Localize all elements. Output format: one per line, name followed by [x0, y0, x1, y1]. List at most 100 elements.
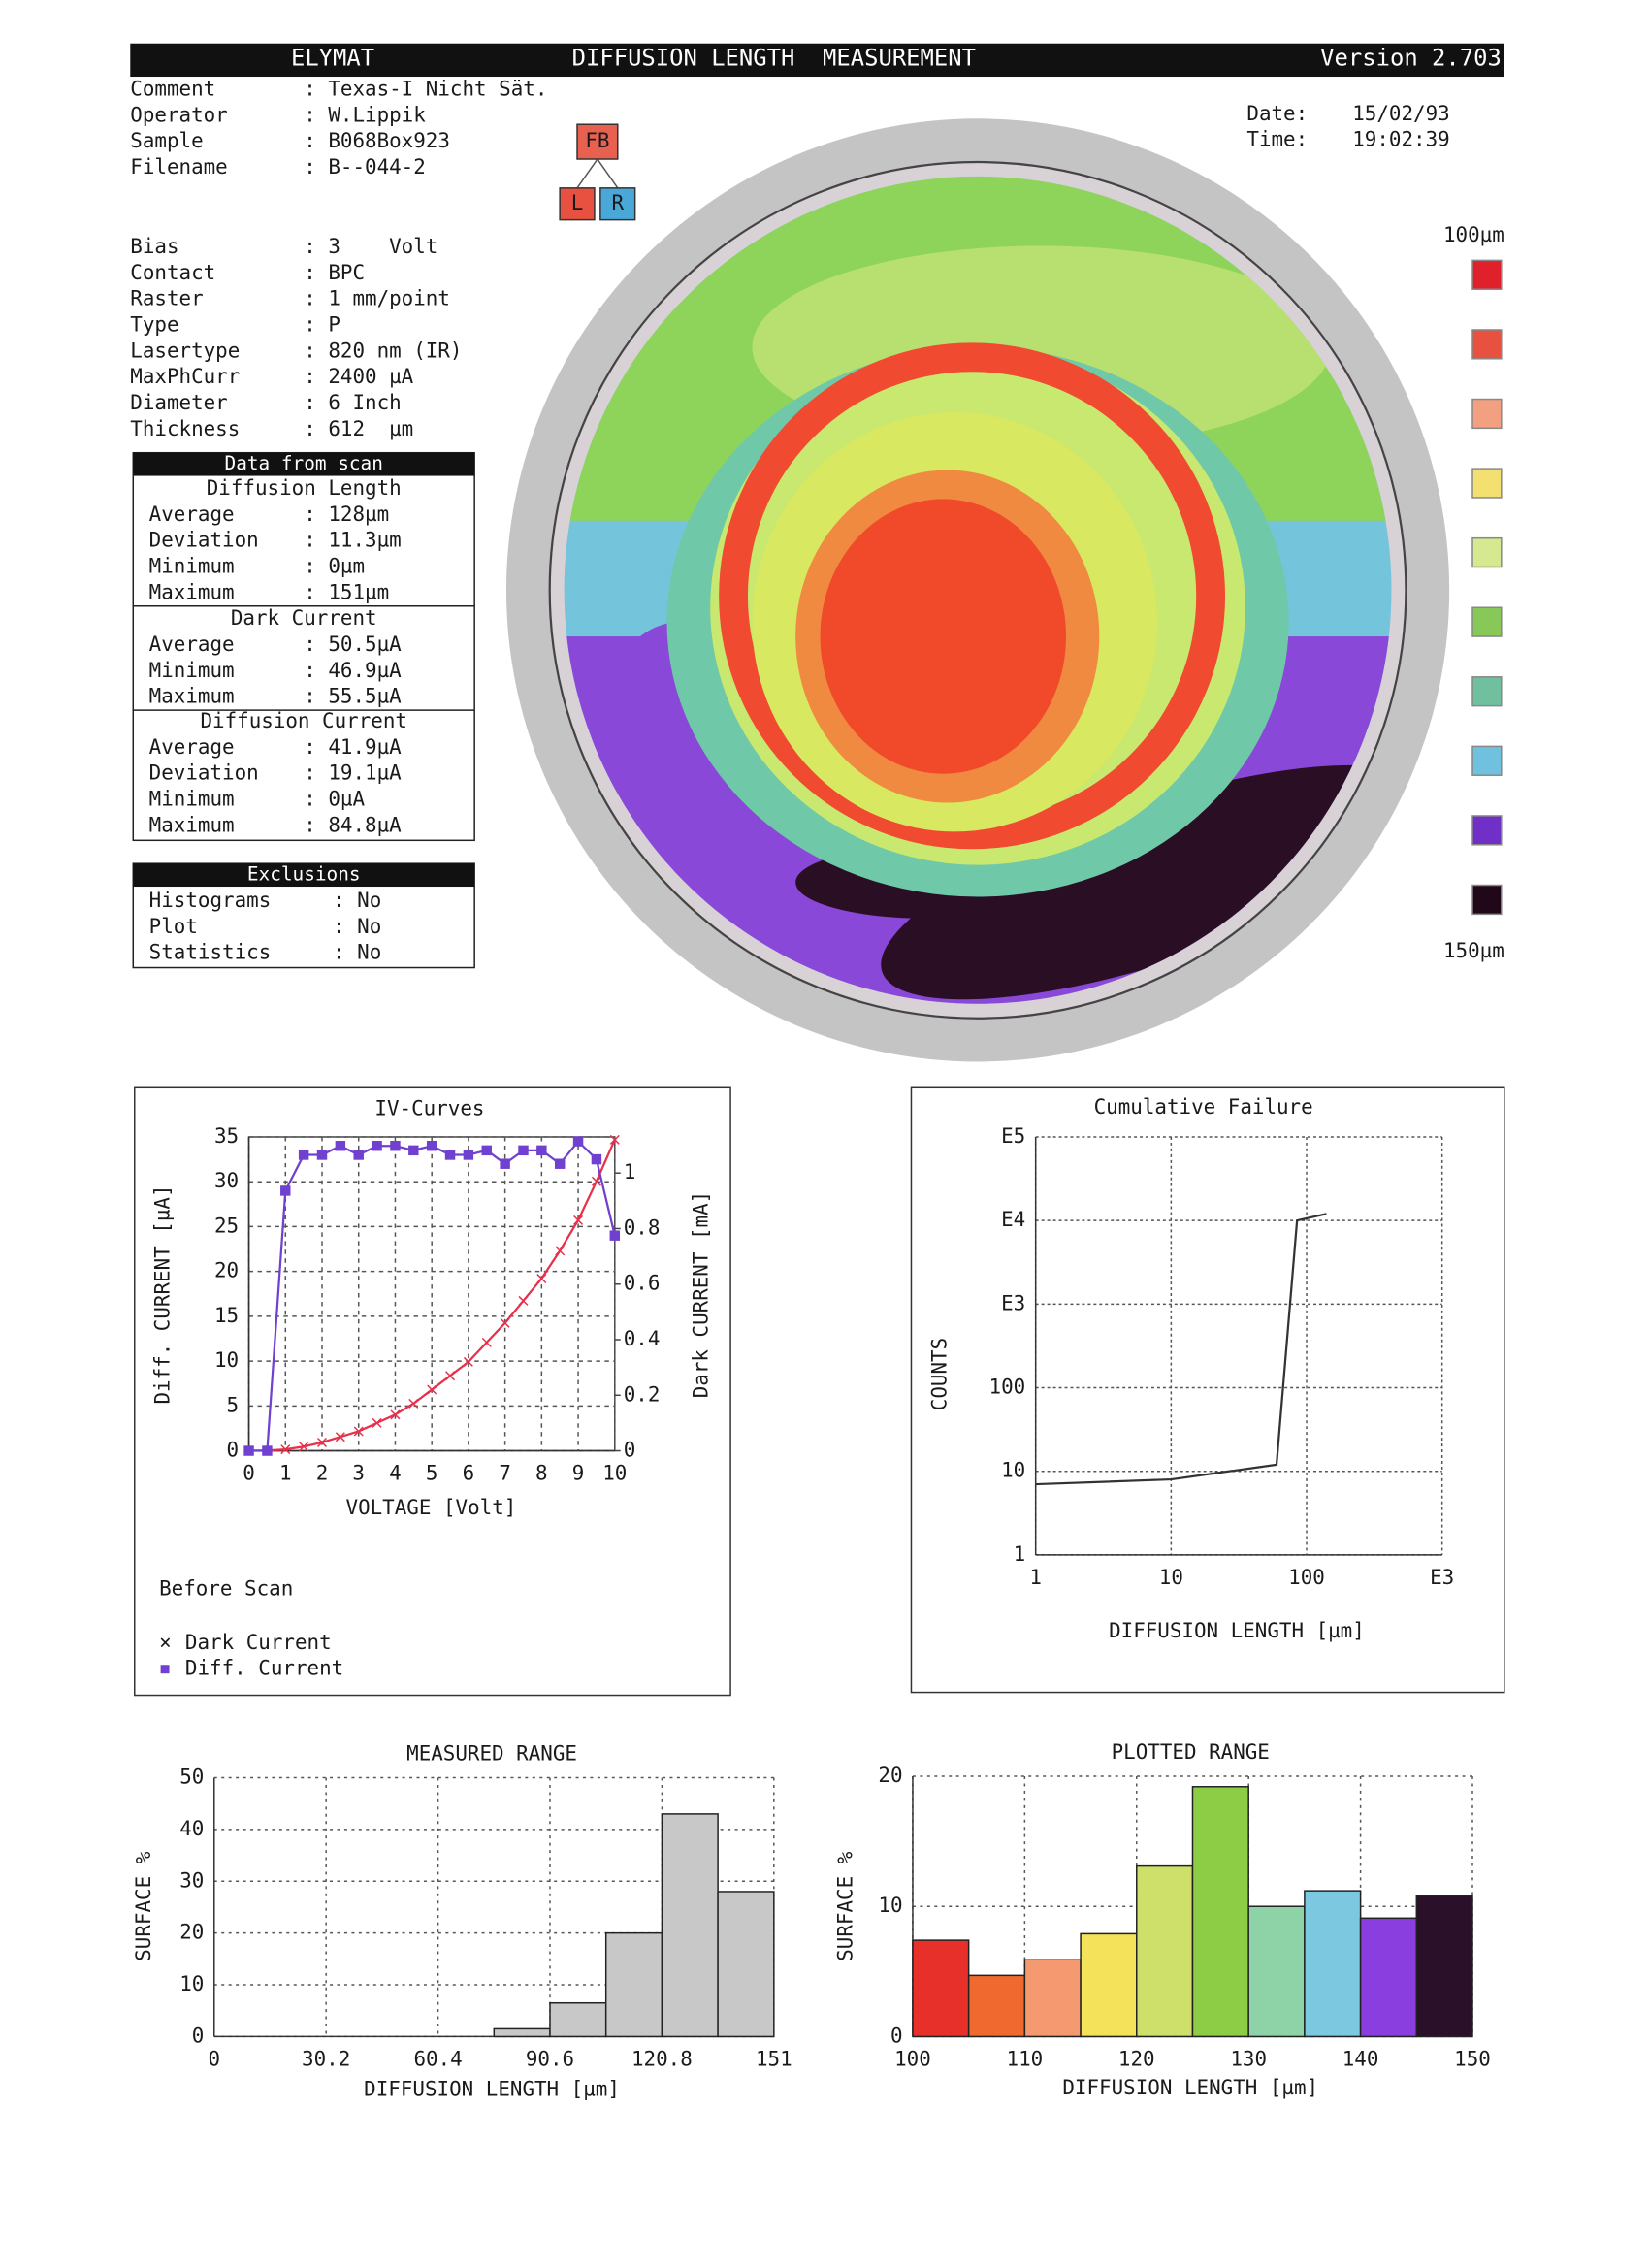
scan-value: : 0µA [304, 788, 365, 811]
y-tick-label: 100 [989, 1376, 1026, 1399]
cross-marker [408, 1398, 419, 1409]
cross-marker [518, 1295, 529, 1306]
scan-label: Average [149, 632, 235, 656]
x-tick-label: 1 [279, 1461, 292, 1484]
chart-title: Cumulative Failure [1094, 1095, 1313, 1118]
version: Version 2.703 [1320, 45, 1502, 72]
x-tick-label: 130 [1230, 2047, 1267, 2070]
x-tick-label: 3 [352, 1461, 365, 1484]
square-marker [591, 1153, 602, 1165]
cross-marker [299, 1442, 309, 1452]
exclusion-label: Histograms [149, 889, 272, 912]
x-tick-label: 100 [1288, 1566, 1325, 1589]
param-label: Bias [130, 235, 178, 258]
x-tick-label: 10 [1159, 1566, 1183, 1589]
square-marker [262, 1445, 273, 1456]
scan-label: Average [149, 502, 235, 526]
square-marker [500, 1158, 510, 1169]
legend-swatch [1471, 468, 1503, 499]
x-tick-label: 5 [426, 1461, 438, 1484]
y-tick-label: 10 [214, 1348, 239, 1372]
legend-swatch [1471, 815, 1503, 846]
param-label: Thickness [130, 417, 240, 440]
square-marker [372, 1141, 382, 1151]
y-tick-label: 1 [1014, 1542, 1026, 1566]
cross-marker [609, 1134, 620, 1145]
x-tick-label: 151 [756, 2047, 792, 2070]
square-marker [554, 1158, 566, 1169]
cross-marker [463, 1356, 473, 1367]
bar [1080, 1932, 1138, 2038]
header-bar [130, 43, 1504, 78]
param-label: Diameter [130, 391, 227, 414]
scan-label: Maximum [149, 685, 235, 708]
info-value: : B068Box923 [304, 129, 450, 152]
cross-marker [280, 1444, 291, 1455]
y-axis-label: Diff. CURRENT [µA] [151, 1184, 175, 1404]
param-label: Contact [130, 261, 215, 284]
legend-label: Diff. Current [185, 1657, 343, 1680]
button-group: FB L R [559, 123, 636, 221]
bar [661, 1813, 719, 2038]
x-tick-label: 1 [1029, 1566, 1042, 1589]
software-name: ELYMAT [291, 45, 374, 72]
y-tick-label: 10 [878, 1894, 902, 1917]
y-tick-label: 40 [179, 1817, 204, 1840]
param-label: Lasertype [130, 339, 240, 362]
square-marker [426, 1141, 437, 1151]
chart-title: MEASURED RANGE [406, 1742, 577, 1766]
exclusions-title: Exclusions [247, 863, 361, 886]
scan-label: Minimum [149, 788, 235, 811]
r-button[interactable] [599, 187, 636, 221]
x-tick-label: 2 [316, 1461, 329, 1484]
legend-swatch [1471, 536, 1503, 568]
bar [549, 2001, 607, 2038]
x-tick-label: 4 [389, 1461, 402, 1484]
scan-value: : 19.1µA [304, 761, 402, 785]
cross-marker [591, 1176, 601, 1186]
l-button[interactable] [559, 187, 596, 221]
square-marker [390, 1141, 401, 1151]
scan-value: : 50.5µA [304, 632, 402, 656]
series-line [1035, 1213, 1327, 1486]
scan-value: : 0µm [304, 554, 365, 577]
scan-label: Minimum [149, 554, 235, 577]
bar [1136, 1864, 1194, 2038]
fb-button[interactable] [576, 123, 619, 160]
cross-marker [536, 1274, 547, 1284]
y-tick-label: 30 [179, 1868, 204, 1892]
legend-swatch [1471, 745, 1503, 776]
x-tick-label: 140 [1342, 2047, 1379, 2070]
button-label: L [571, 191, 584, 214]
exclusion-label: Statistics [149, 941, 272, 964]
bar [1415, 1895, 1473, 2038]
exclusion-label: Plot [149, 915, 198, 938]
square-marker [444, 1150, 456, 1160]
y-tick-label: 0 [227, 1439, 240, 1462]
y-tick-label: 25 [214, 1214, 239, 1237]
x-tick-label: 60.4 [413, 2047, 462, 2070]
report-title: DIFFUSION LENGTH MEASUREMENT [572, 45, 976, 72]
datetime-label: Date: [1246, 102, 1308, 125]
legend-swatch [1471, 329, 1503, 360]
x-tick-label: 7 [499, 1461, 511, 1484]
scan-section-title: Diffusion Current [200, 709, 406, 732]
cross-marker [500, 1317, 510, 1328]
cross-marker [445, 1371, 456, 1381]
cross-marker [427, 1384, 437, 1395]
bar [1191, 1786, 1249, 2038]
y-tick-label: 15 [214, 1304, 239, 1327]
param-value: : 1 mm/point [304, 287, 450, 310]
wafer-map [505, 118, 1450, 1062]
y-tick-label: 35 [214, 1124, 239, 1148]
square-marker [316, 1150, 328, 1160]
y-tick-label: 10 [1001, 1459, 1025, 1482]
square-marker [243, 1445, 254, 1456]
y2-tick-label: 0.8 [624, 1215, 661, 1239]
y-axis-label: SURFACE % [833, 1851, 857, 1960]
x-tick-label: 150 [1454, 2047, 1491, 2070]
scan-value: : 84.8µA [304, 813, 402, 836]
scan-label: Maximum [149, 813, 235, 836]
scan-title-bar [133, 452, 475, 476]
